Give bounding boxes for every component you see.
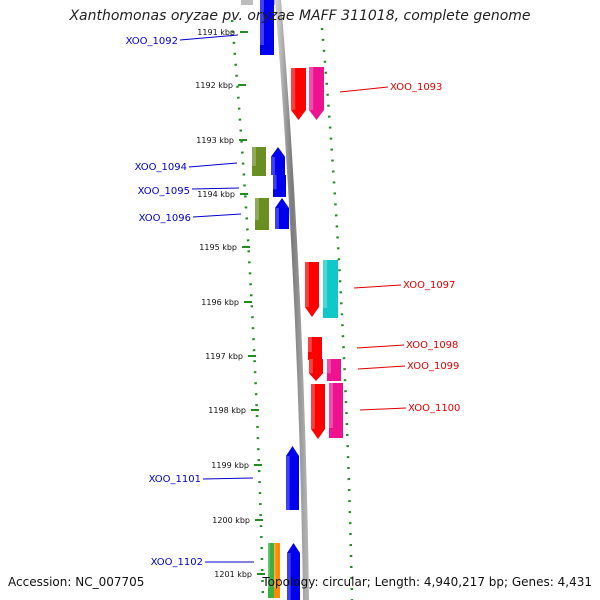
gene-feature-cyan[interactable] <box>323 260 338 318</box>
scale-tick-label: 1197 kbp <box>205 352 243 361</box>
gene-feature-blue[interactable] <box>287 543 300 600</box>
gene-feature-blue[interactable] <box>273 175 286 197</box>
scale-tick-label: 1199 kbp <box>211 461 249 470</box>
scale-tick-label: 1192 kbp <box>195 81 233 90</box>
gene-label[interactable]: XOO_1097 <box>403 280 455 291</box>
gene-leader-line <box>359 407 407 411</box>
gene-feature-blue[interactable] <box>271 147 285 175</box>
gene-leader-line <box>339 86 389 93</box>
gene-feature-red[interactable] <box>308 337 322 360</box>
gene-feature-pink[interactable] <box>329 383 343 438</box>
gene-label[interactable]: XOO_1095 <box>138 186 190 197</box>
gene-leader-line <box>357 365 406 370</box>
scale-tick-label: 1193 kbp <box>196 136 234 145</box>
gene-leader-line <box>192 213 242 218</box>
gene-label[interactable]: XOO_1094 <box>135 162 187 173</box>
genome-stats-text: Topology: circular; Length: 4,940,217 bp… <box>262 575 592 589</box>
scale-tick-label: 1200 kbp <box>212 516 250 525</box>
gene-leader-line <box>191 187 240 190</box>
gene-feature-orange[interactable] <box>274 543 280 598</box>
scale-tick-label: 1195 kbp <box>199 243 237 252</box>
gene-feature-red[interactable] <box>311 384 325 439</box>
scale-tick-label: 1196 kbp <box>201 298 239 307</box>
gene-labels: XOO_1092 XOO_1093 XOO_1094 XOO_1095 XOO_1096… <box>126 34 460 568</box>
page-title: Xanthomonas oryzae pv. oryzae MAFF 31101… <box>69 8 531 24</box>
gene-label[interactable]: XOO_1099 <box>407 361 459 372</box>
gene-label[interactable]: XOO_1100 <box>408 403 460 414</box>
gene-features <box>252 0 343 600</box>
inner-dotted-ring <box>230 19 265 600</box>
gene-leader-line <box>353 284 402 289</box>
gene-feature-blue[interactable] <box>286 446 299 510</box>
gene-feature-pink[interactable] <box>309 67 324 120</box>
scale-tick-label: 1191 kbp <box>197 28 235 37</box>
gene-label[interactable]: XOO_1098 <box>406 340 458 351</box>
gene-feature-pink[interactable] <box>327 359 341 381</box>
gene-label[interactable]: XOO_1093 <box>390 82 442 93</box>
gene-feature-olive[interactable] <box>255 198 269 230</box>
gene-leader-line <box>202 477 254 480</box>
top-arc-fragment <box>241 0 253 5</box>
genome-backbone <box>275 0 309 600</box>
gene-leader-line <box>179 34 239 41</box>
gene-feature-blue[interactable] <box>260 0 274 55</box>
gene-feature-olive[interactable] <box>252 147 266 176</box>
gene-feature-blue[interactable] <box>275 198 289 229</box>
gene-label[interactable]: XOO_1092 <box>126 36 178 47</box>
scale-tick-label: 1198 kbp <box>208 406 246 415</box>
gene-feature-red[interactable] <box>305 262 319 317</box>
gene-label[interactable]: XOO_1101 <box>149 474 201 485</box>
gene-feature-green[interactable] <box>268 543 274 598</box>
gene-feature-red[interactable] <box>291 68 306 120</box>
scale-tick-label: 1201 kbp <box>214 570 252 579</box>
gene-label[interactable]: XOO_1096 <box>139 213 191 224</box>
accession-text: Accession: NC_007705 <box>8 575 145 589</box>
scale-ticks: 1191 kbp 1192 kbp 1193 kbp 1194 kbp 1195 kbp… <box>195 28 265 579</box>
gene-leader-line <box>188 162 238 168</box>
gene-feature-red[interactable] <box>309 359 323 381</box>
gene-leader-line <box>356 344 405 349</box>
gene-label[interactable]: XOO_1102 <box>151 557 203 568</box>
scale-tick-label: 1194 kbp <box>197 190 235 199</box>
